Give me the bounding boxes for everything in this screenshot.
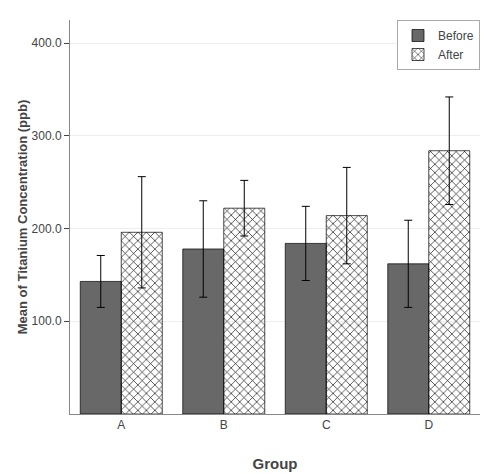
svg-text:200.0: 200.0	[32, 222, 62, 236]
svg-text:C: C	[322, 418, 331, 432]
svg-text:After: After	[438, 48, 463, 62]
svg-text:A: A	[117, 418, 125, 432]
svg-text:300.0: 300.0	[32, 129, 62, 143]
svg-text:Before: Before	[438, 29, 474, 43]
svg-text:D: D	[424, 418, 433, 432]
svg-text:Group: Group	[253, 455, 298, 472]
svg-text:Mean of Titanium Concentration: Mean of Titanium Concentration (ppb)	[15, 100, 30, 334]
svg-text:100.0: 100.0	[32, 314, 62, 328]
svg-text:B: B	[220, 418, 228, 432]
svg-text:400.0: 400.0	[32, 36, 62, 50]
